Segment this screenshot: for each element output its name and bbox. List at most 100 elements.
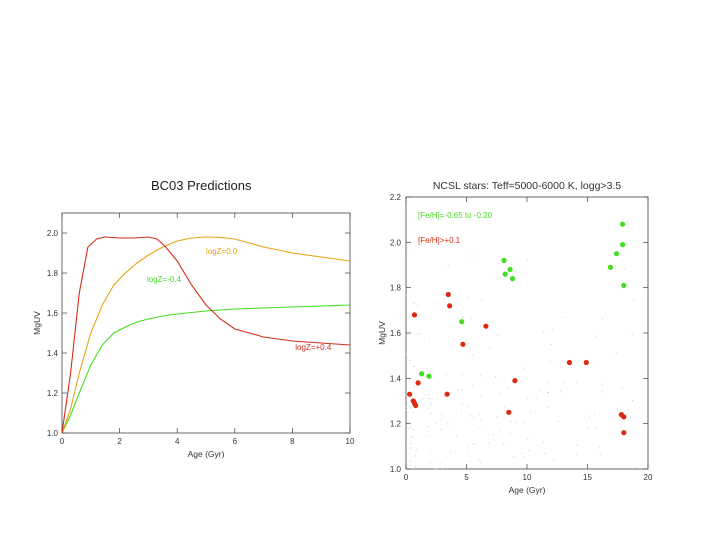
background-star-point <box>507 388 509 390</box>
background-star-point <box>631 400 633 402</box>
background-star-point <box>496 416 498 418</box>
background-star-point <box>410 407 412 409</box>
background-star-point <box>419 333 421 335</box>
legend-entry: [Fe/H]=-0.65 to -0.20 <box>418 211 493 220</box>
data-point-series-1 <box>407 391 413 397</box>
background-star-point <box>457 389 459 391</box>
legend-entry: [Fe/H]>+0.1 <box>418 236 461 245</box>
background-star-point <box>619 420 621 422</box>
y-tick-label: 2.0 <box>390 238 402 247</box>
background-star-point <box>405 409 407 411</box>
background-star-point <box>528 449 530 451</box>
background-star-point <box>417 334 419 336</box>
background-star-point <box>489 347 491 349</box>
background-star-point <box>634 467 636 469</box>
background-star-point <box>433 303 435 305</box>
background-star-point <box>540 390 542 392</box>
background-star-point <box>598 446 600 448</box>
background-star-point <box>530 410 532 412</box>
background-star-point <box>576 454 578 456</box>
background-star-point <box>535 397 537 399</box>
background-star-point <box>550 344 552 346</box>
data-point-series-0 <box>502 271 508 277</box>
x-tick-label: 10 <box>346 437 355 446</box>
background-star-point <box>479 427 481 429</box>
x-tick-label: 0 <box>404 473 409 482</box>
background-star-point <box>633 300 635 302</box>
background-star-point <box>547 392 549 394</box>
background-star-point <box>409 465 411 467</box>
background-star-point <box>481 299 483 301</box>
background-star-point <box>599 453 601 455</box>
background-star-point <box>407 427 409 429</box>
background-star-point <box>431 377 433 379</box>
background-star-point <box>546 406 548 408</box>
background-star-point <box>480 420 482 422</box>
y-tick-label: 1.8 <box>47 269 59 278</box>
background-star-point <box>510 421 512 423</box>
data-point-series-1 <box>411 312 418 318</box>
background-star-point <box>415 455 417 457</box>
background-star-point <box>621 387 623 389</box>
background-star-point <box>479 413 481 415</box>
background-star-point <box>471 255 473 257</box>
data-point-series-1 <box>483 323 489 329</box>
background-star-point <box>543 452 545 454</box>
background-star-point <box>560 391 562 393</box>
background-star-point <box>436 468 438 470</box>
background-star-point <box>548 382 550 384</box>
background-star-point <box>549 361 551 363</box>
y-tick-label: 2.2 <box>390 193 402 202</box>
background-star-point <box>409 316 411 318</box>
data-point-series-0 <box>607 264 614 270</box>
x-tick-label: 8 <box>290 437 295 446</box>
background-star-point <box>557 421 559 423</box>
background-star-point <box>410 447 412 449</box>
background-star-point <box>426 368 428 370</box>
y-tick-label: 1.0 <box>47 429 59 438</box>
data-point-series-1 <box>583 359 589 366</box>
background-star-point <box>447 264 449 266</box>
background-star-point <box>427 426 429 428</box>
background-star-point <box>595 335 597 337</box>
background-star-point <box>462 316 464 318</box>
data-point-series-0 <box>459 319 465 325</box>
chart-title: NCSL stars: Teff=5000-6000 K, logg>3.5 <box>433 180 622 192</box>
y-tick-label: 1.4 <box>390 374 402 383</box>
right-chart-ncsl: NCSL stars: Teff=5000-6000 K, logg>3.5 0 5… <box>377 180 653 495</box>
data-point-series-0 <box>621 282 627 288</box>
background-star-point <box>445 374 447 376</box>
x-axis-title: Age (Gyr) <box>509 485 546 495</box>
series-line-2 <box>61 236 351 434</box>
background-star-point <box>427 407 429 409</box>
data-point-series-1 <box>566 359 572 366</box>
background-star-point <box>620 424 622 426</box>
background-star-point <box>428 398 430 400</box>
background-star-point <box>631 334 633 336</box>
y-axis-title: MgUV <box>377 321 387 345</box>
data-point-series-1 <box>445 291 451 298</box>
background-star-point <box>551 329 553 331</box>
data-point-series-1 <box>621 430 627 436</box>
background-star-point <box>562 316 564 318</box>
background-star-point <box>473 442 475 444</box>
background-star-point <box>430 413 432 415</box>
background-star-point <box>503 443 505 445</box>
background-star-point <box>413 302 415 304</box>
data-point-series-0 <box>419 371 425 377</box>
background-star-point <box>407 411 409 413</box>
y-tick-label: 1.8 <box>390 284 402 293</box>
background-star-point <box>488 442 490 444</box>
slide-heading: BC03 Predictions <box>151 178 252 193</box>
background-star-point <box>421 398 423 400</box>
background-star-point <box>415 449 417 451</box>
background-star-point <box>440 429 442 431</box>
background-star-point <box>594 413 596 415</box>
background-star-point <box>504 406 506 408</box>
background-star-point <box>461 389 463 391</box>
background-star-point <box>471 385 473 387</box>
x-tick-label: 5 <box>464 473 469 482</box>
background-star-point <box>480 394 482 396</box>
data-point-series-0 <box>507 266 513 273</box>
data-point-series-1 <box>447 303 453 309</box>
